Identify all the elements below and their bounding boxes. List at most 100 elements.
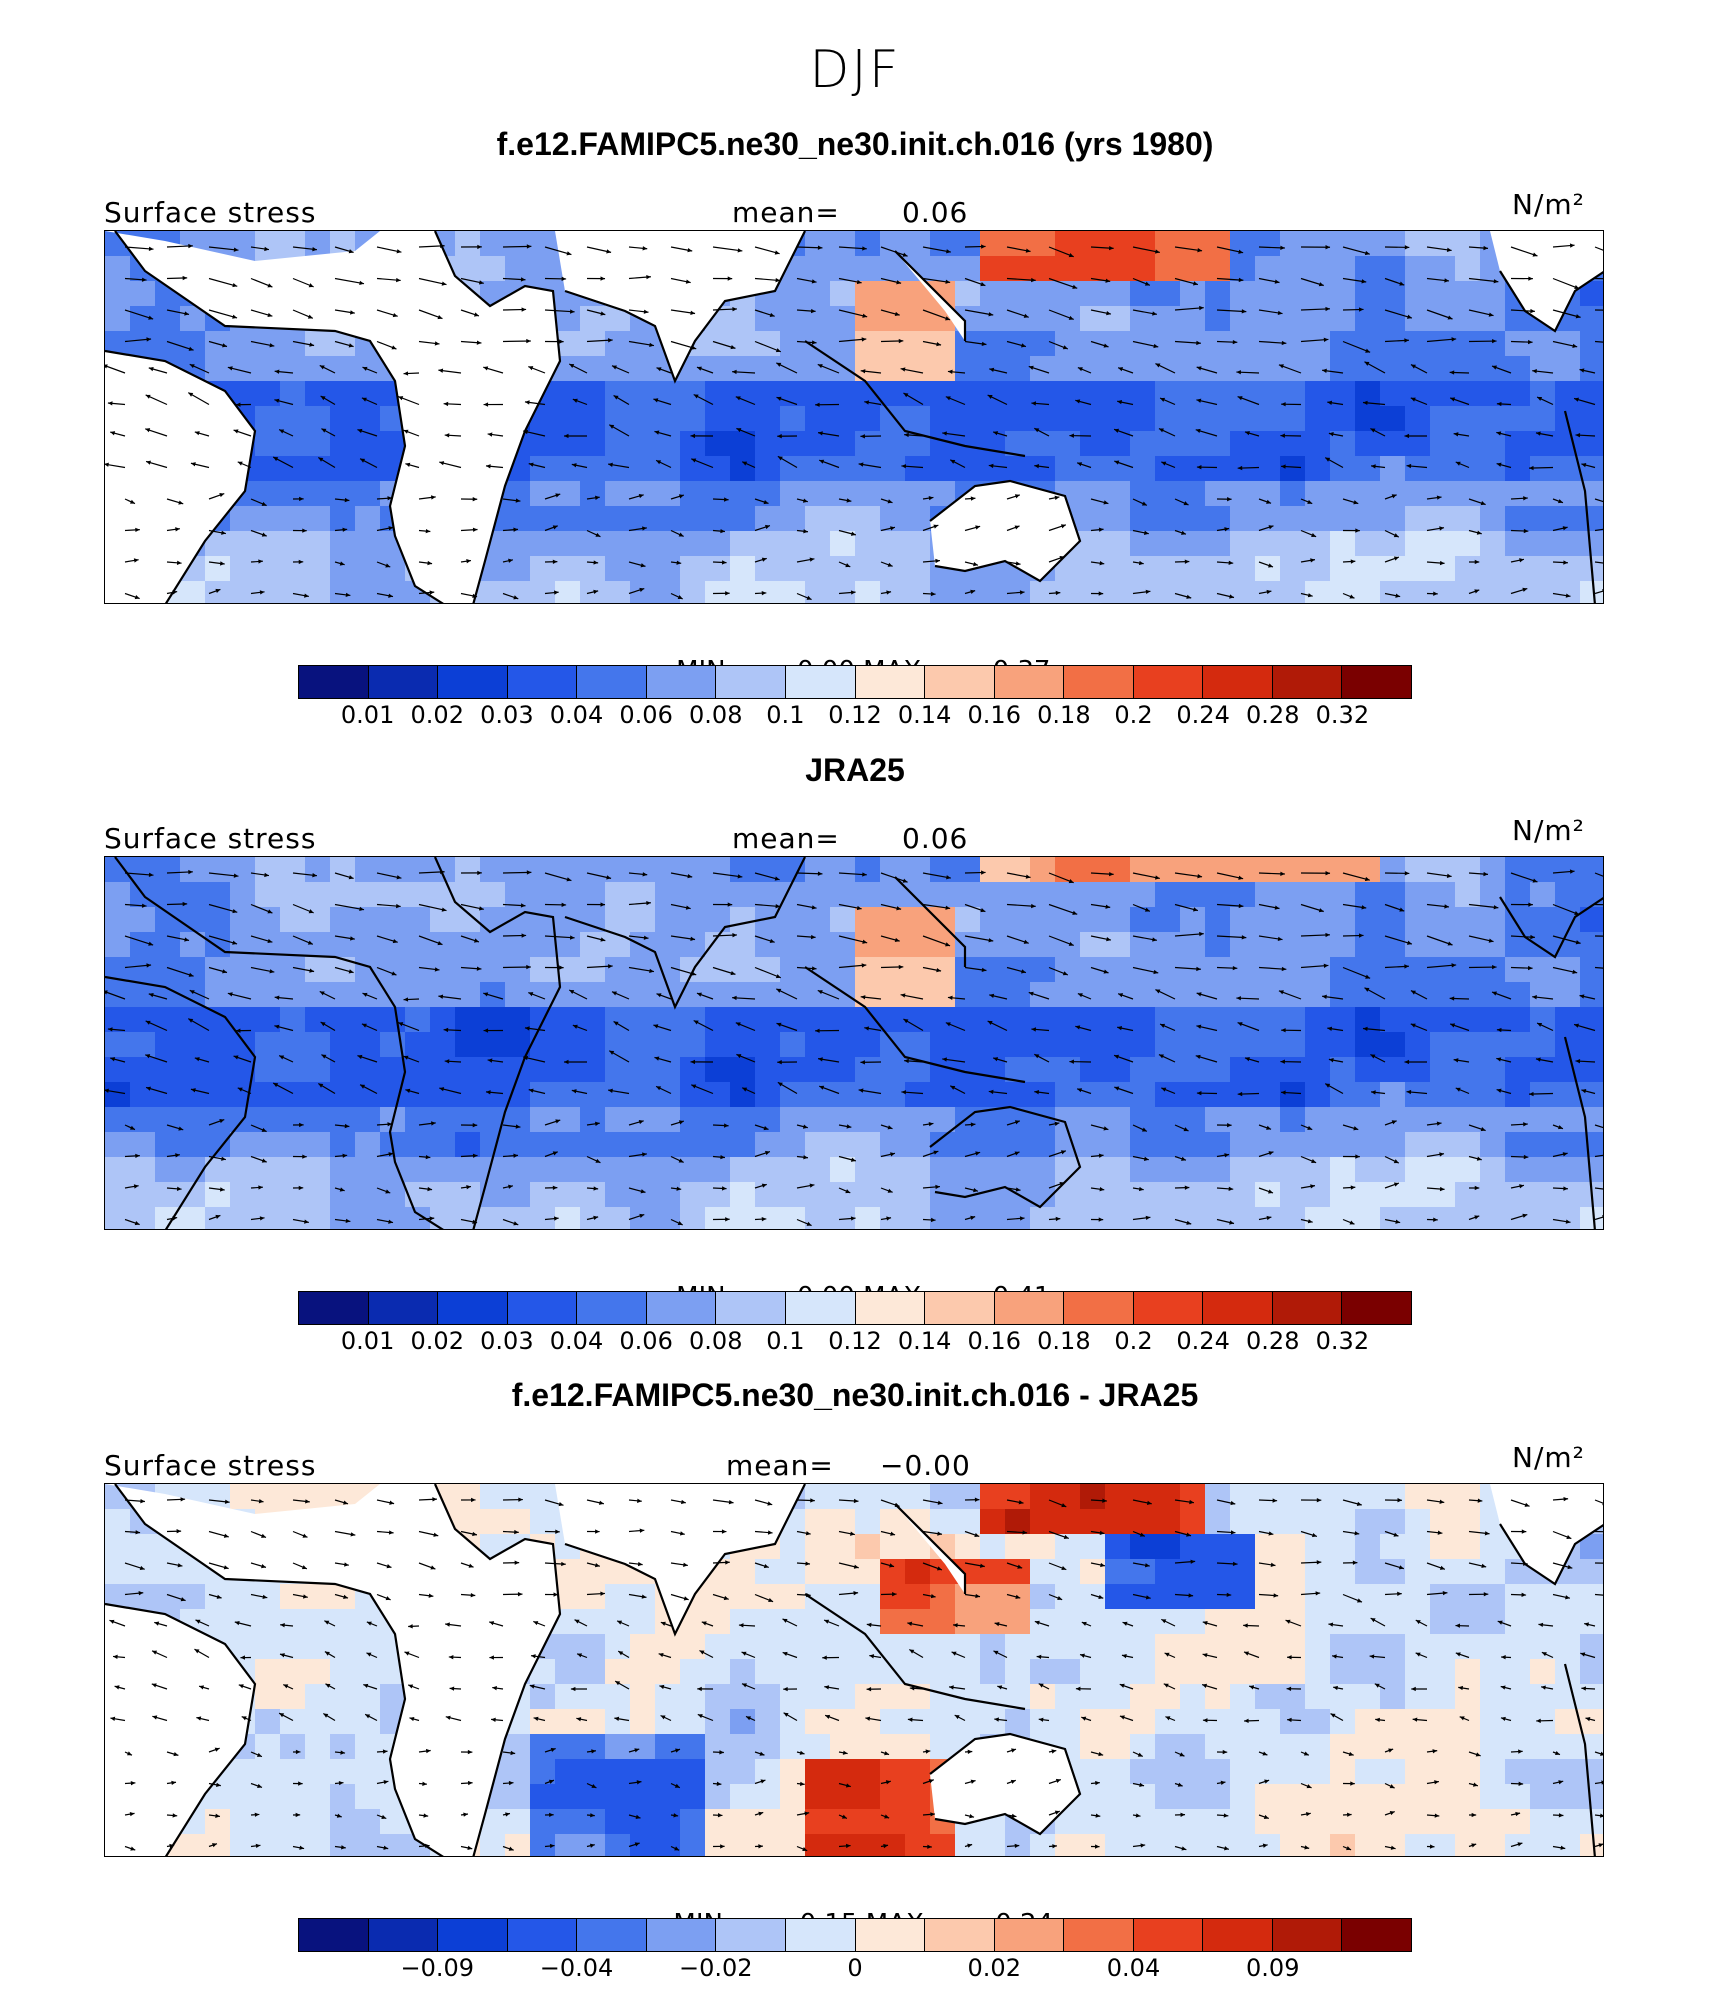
stress-cell — [1455, 1007, 1481, 1033]
wind-vector — [1594, 340, 1603, 343]
colorbar-swatch — [299, 1292, 369, 1324]
stress-cell — [1355, 431, 1381, 457]
stress-cell — [1355, 381, 1381, 407]
wind-vector — [1594, 1124, 1603, 1129]
wind-vector — [1324, 457, 1344, 469]
stress-cell — [880, 1684, 906, 1710]
stress-cell — [1580, 381, 1603, 407]
wind-vector — [1090, 498, 1109, 505]
wind-vector — [1370, 427, 1386, 437]
stress-cell — [1530, 1584, 1556, 1610]
stress-cell — [105, 1107, 131, 1133]
wind-vector — [1426, 337, 1457, 343]
stress-cell — [1555, 1609, 1581, 1635]
wind-vector — [586, 338, 613, 343]
stress-cell — [455, 957, 481, 983]
stress-cell — [1280, 982, 1306, 1008]
stress-cell — [1280, 481, 1306, 507]
wind-vector — [1006, 494, 1021, 500]
stress-cell — [655, 1659, 681, 1685]
wind-vector — [166, 527, 180, 532]
stress-cell — [755, 356, 781, 382]
stress-cell — [105, 1007, 131, 1033]
colorbar-tick-label: 0.06 — [619, 701, 673, 729]
wind-vector — [1090, 1153, 1104, 1158]
stress-cell — [1555, 381, 1581, 407]
wind-vector — [194, 1057, 210, 1063]
wind-vector — [208, 340, 228, 348]
stress-cell — [1480, 1057, 1506, 1083]
wind-vector — [1174, 966, 1201, 972]
wind-vector — [1216, 497, 1232, 502]
stress-cell — [1280, 406, 1306, 432]
stress-map-svg — [105, 1484, 1603, 1856]
stress-cell — [1080, 406, 1106, 432]
wind-vector — [1158, 427, 1176, 437]
wind-vector — [987, 1020, 1008, 1032]
stress-cell — [1305, 1684, 1331, 1710]
wind-vector — [1426, 591, 1438, 596]
wind-vector — [208, 1499, 230, 1504]
wind-vector — [777, 1060, 798, 1065]
stress-cell — [1330, 1834, 1356, 1856]
wind-vector — [1174, 559, 1190, 564]
stress-cell — [1530, 556, 1556, 582]
stress-cell — [405, 1132, 431, 1158]
stress-cell — [780, 1057, 806, 1083]
stress-cell — [905, 1809, 931, 1835]
stress-cell — [280, 1484, 306, 1510]
colorbar-tick-label: 0.32 — [1315, 1327, 1370, 1355]
wind-vector — [1594, 1187, 1603, 1190]
wind-vector — [909, 1686, 924, 1691]
stress-cell — [1330, 1809, 1356, 1835]
stress-cell — [130, 857, 156, 883]
wind-vector — [1174, 903, 1199, 912]
stress-cell — [155, 1584, 181, 1610]
stress-cell — [1055, 306, 1081, 332]
stress-cell — [1255, 982, 1281, 1008]
wind-vector — [124, 872, 154, 878]
wind-vector — [1468, 1155, 1482, 1161]
wind-vector — [418, 1216, 435, 1221]
wind-vector — [418, 1593, 434, 1598]
stress-cell — [1105, 281, 1131, 307]
stress-cell — [705, 882, 731, 908]
wind-vector — [880, 1751, 890, 1756]
stress-cell — [755, 556, 781, 582]
wind-vector — [292, 1218, 309, 1224]
wind-vector — [502, 1750, 516, 1756]
colorbar-swatch — [1203, 666, 1273, 698]
wind-vector — [1581, 1088, 1596, 1095]
stress-cell — [155, 1082, 181, 1108]
wind-vector — [1468, 1592, 1489, 1597]
panel-1-field-label: Surface stress — [104, 196, 317, 229]
wind-vector — [1006, 1187, 1021, 1192]
wind-vector — [152, 1715, 168, 1722]
stress-cell — [1080, 1684, 1106, 1710]
wind-vector — [922, 1779, 934, 1785]
stress-cell — [1355, 1082, 1381, 1108]
stress-cell — [830, 306, 856, 332]
wind-vector — [964, 1215, 976, 1221]
stress-cell — [1480, 1834, 1506, 1856]
stress-cell — [1380, 1834, 1406, 1856]
stress-cell — [1005, 907, 1031, 933]
stress-cell — [1205, 1784, 1231, 1810]
stress-cell — [705, 1709, 731, 1735]
stress-cell — [805, 406, 831, 432]
stress-cell — [1330, 331, 1356, 357]
wind-vector — [564, 1059, 588, 1065]
stress-cell — [905, 556, 931, 582]
wind-vector — [670, 246, 693, 253]
wind-vector — [866, 1686, 882, 1692]
wind-vector — [317, 457, 336, 469]
wind-vector — [1594, 1813, 1603, 1818]
stress-cell — [355, 506, 381, 532]
stress-cell — [1305, 456, 1331, 482]
panel-2-colorbar — [298, 1291, 1412, 1325]
stress-cell — [1555, 907, 1581, 933]
stress-cell — [855, 1584, 881, 1610]
wind-vector — [1496, 431, 1512, 437]
wind-vector — [1449, 1023, 1470, 1032]
stress-cell — [580, 1157, 606, 1183]
